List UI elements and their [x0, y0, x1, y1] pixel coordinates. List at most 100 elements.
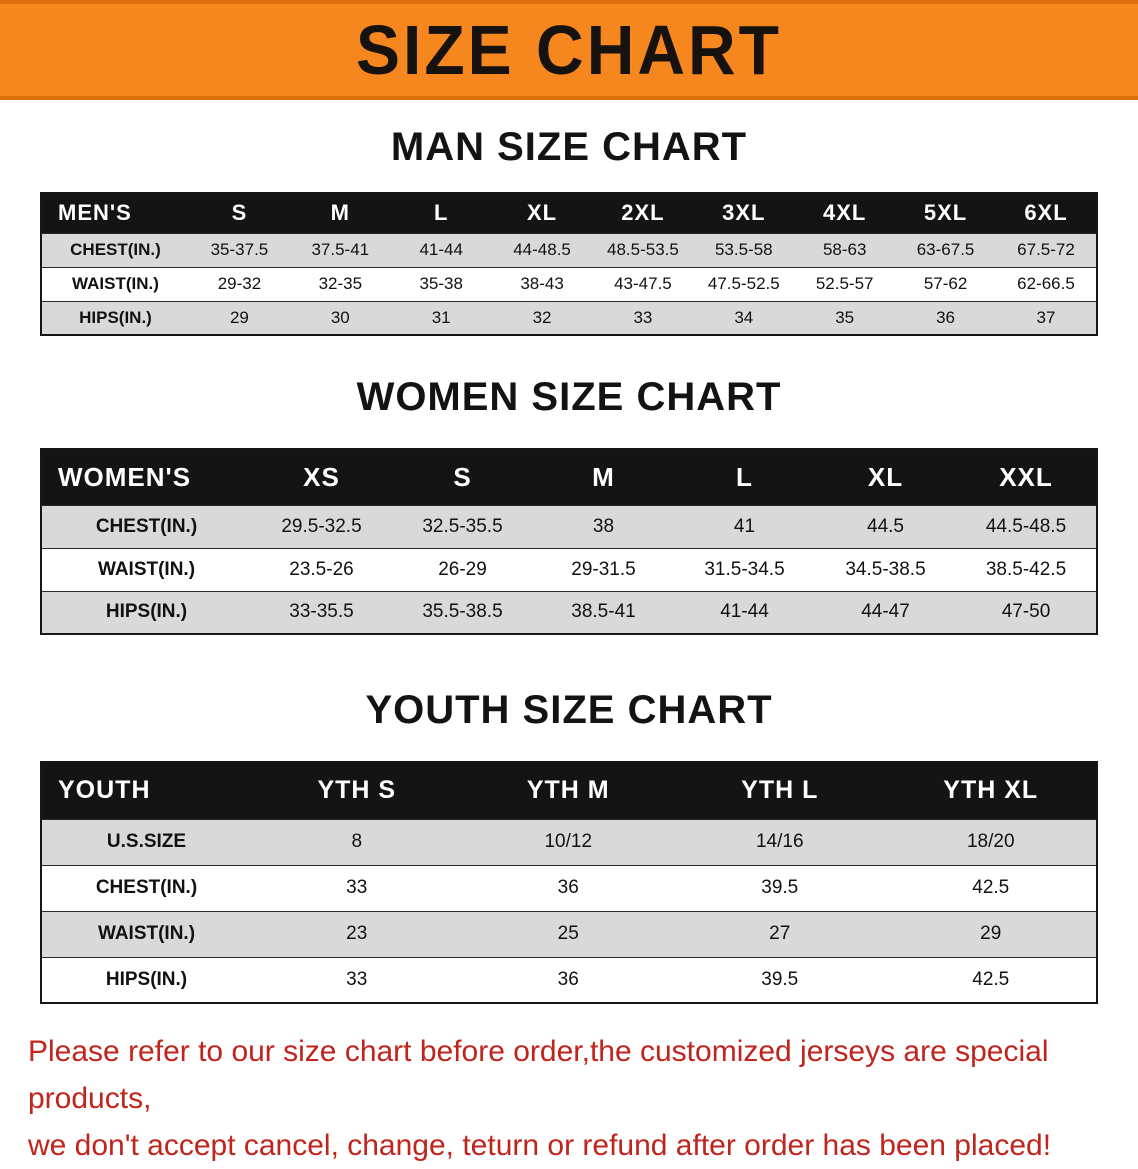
- women-cell-2-6: 47-50: [956, 590, 1097, 634]
- men-cell-2-5: 33: [592, 300, 694, 335]
- youth-row-0: U.S.SIZE 8 10/12 14/16 18/20: [41, 818, 1097, 865]
- women-cell-2-3: 38.5-41: [533, 590, 674, 634]
- women-cell-2-1: 33-35.5: [251, 590, 392, 634]
- youth-size-table: YOUTH YTH S YTH M YTH L YTH XL U.S.SIZE 8 10/12…: [40, 761, 1098, 1004]
- man-size-chart-heading: MAN SIZE CHART: [390, 125, 748, 169]
- women-header-row: WOMEN'S XS S M L XL XXL: [41, 449, 1097, 505]
- women-cell-1-6: 38.5-42.5: [956, 547, 1097, 591]
- women-cell-0-4: 41: [674, 504, 815, 548]
- women-header-cell-5: XL: [815, 449, 956, 505]
- women-size-table: WOMEN'S XS S M L XL XXL CHEST(IN.) 29.5-32.5 32.5…: [40, 448, 1098, 635]
- youth-cell-0-4: 18/20: [885, 818, 1097, 865]
- youth-size-chart-heading: YOUTH SIZE CHART: [365, 688, 773, 732]
- men-row-1: WAIST(IN.) 29-32 32-35 35-38 38-43 43-47.5 47.…: [41, 266, 1097, 301]
- women-cell-0-1: 29.5-32.5: [251, 504, 392, 548]
- youth-cell-0-1: 8: [251, 818, 463, 865]
- youth-row-label-2: WAIST(IN.): [41, 910, 251, 957]
- men-cell-2-3: 31: [390, 300, 492, 335]
- women-row-1: WAIST(IN.) 23.5-26 26-29 29-31.5 31.5-34.5 34…: [41, 547, 1097, 591]
- women-header-cell-4: L: [674, 449, 815, 505]
- youth-cell-3-2: 36: [462, 956, 674, 1003]
- women-cell-1-5: 34.5-38.5: [815, 547, 956, 591]
- men-cell-2-9: 37: [996, 300, 1097, 335]
- youth-cell-2-2: 25: [462, 910, 674, 957]
- youth-cell-0-2: 10/12: [462, 818, 674, 865]
- youth-cell-1-4: 42.5: [885, 864, 1097, 911]
- women-header-cell-2: S: [392, 449, 533, 505]
- women-cell-2-5: 44-47: [815, 590, 956, 634]
- men-cell-1-8: 57-62: [895, 266, 996, 301]
- youth-header-cell-4: YTH XL: [885, 762, 1097, 819]
- men-cell-1-5: 43-47.5: [592, 266, 694, 301]
- youth-cell-3-1: 33: [251, 956, 463, 1003]
- women-row-2: HIPS(IN.) 33-35.5 35.5-38.5 38.5-41 41-44 44-…: [41, 590, 1097, 634]
- men-row-label-0: CHEST(IN.): [41, 232, 189, 267]
- men-header-cell-4: XL: [491, 193, 593, 233]
- men-cell-1-6: 47.5-52.5: [693, 266, 795, 301]
- men-cell-0-2: 37.5-41: [289, 232, 391, 267]
- youth-cell-2-1: 23: [251, 910, 463, 957]
- women-cell-0-5: 44.5: [815, 504, 956, 548]
- youth-header-cell-1: YTH S: [251, 762, 463, 819]
- men-cell-2-2: 30: [289, 300, 391, 335]
- women-header-cell-0: WOMEN'S: [41, 449, 251, 505]
- men-cell-1-7: 52.5-57: [794, 266, 896, 301]
- men-cell-0-7: 58-63: [794, 232, 896, 267]
- youth-row-1: CHEST(IN.) 33 36 39.5 42.5: [41, 864, 1097, 911]
- size-note-line-2: we don't accept cancel, change, teturn o…: [28, 1129, 1052, 1162]
- size-chart-banner: SIZE CHART: [0, 0, 1138, 100]
- women-cell-1-1: 23.5-26: [251, 547, 392, 591]
- youth-cell-1-3: 39.5: [674, 864, 886, 911]
- men-cell-0-9: 67.5-72: [996, 232, 1097, 267]
- women-row-label-2: HIPS(IN.): [41, 590, 251, 634]
- size-note-line-1: Please refer to our size chart before or…: [28, 1035, 1049, 1115]
- youth-cell-0-3: 14/16: [674, 818, 886, 865]
- men-header-cell-0: MEN'S: [41, 193, 189, 233]
- youth-cell-1-1: 33: [251, 864, 463, 911]
- men-row-label-1: WAIST(IN.): [41, 266, 189, 301]
- men-size-table: MEN'S S M L XL 2XL 3XL 4XL 5XL 6XL CHEST(IN.) 35-37…: [40, 192, 1098, 336]
- women-cell-0-3: 38: [533, 504, 674, 548]
- men-cell-2-6: 34: [693, 300, 795, 335]
- youth-header-cell-3: YTH L: [674, 762, 886, 819]
- men-cell-2-4: 32: [491, 300, 593, 335]
- men-row-label-2: HIPS(IN.): [41, 300, 189, 335]
- men-cell-2-1: 29: [189, 300, 290, 335]
- women-row-label-1: WAIST(IN.): [41, 547, 251, 591]
- men-row-0: CHEST(IN.) 35-37.5 37.5-41 41-44 44-48.5 48.5…: [41, 232, 1097, 267]
- youth-header-cell-2: YTH M: [462, 762, 674, 819]
- youth-cell-2-4: 29: [885, 910, 1097, 957]
- youth-row-label-1: CHEST(IN.): [41, 864, 251, 911]
- men-header-cell-6: 3XL: [693, 193, 795, 233]
- women-header-cell-6: XXL: [956, 449, 1097, 505]
- youth-row-label-0: U.S.SIZE: [41, 818, 251, 865]
- men-cell-2-7: 35: [794, 300, 896, 335]
- youth-cell-2-3: 27: [674, 910, 886, 957]
- men-header-cell-3: L: [390, 193, 492, 233]
- women-cell-2-2: 35.5-38.5: [392, 590, 533, 634]
- youth-row-2: WAIST(IN.) 23 25 27 29: [41, 910, 1097, 957]
- youth-header-cell-0: YOUTH: [41, 762, 251, 819]
- women-cell-0-6: 44.5-48.5: [956, 504, 1097, 548]
- men-cell-0-5: 48.5-53.5: [592, 232, 694, 267]
- women-header-cell-1: XS: [251, 449, 392, 505]
- women-size-chart-heading: WOMEN SIZE CHART: [356, 375, 782, 419]
- men-cell-1-1: 29-32: [189, 266, 290, 301]
- men-cell-1-9: 62-66.5: [996, 266, 1097, 301]
- men-cell-1-4: 38-43: [491, 266, 593, 301]
- women-cell-1-4: 31.5-34.5: [674, 547, 815, 591]
- women-header-cell-3: M: [533, 449, 674, 505]
- men-header-cell-9: 6XL: [996, 193, 1097, 233]
- men-header-cell-1: S: [189, 193, 290, 233]
- men-header-cell-8: 5XL: [895, 193, 996, 233]
- women-row-0: CHEST(IN.) 29.5-32.5 32.5-35.5 38 41 44.5 44.5…: [41, 504, 1097, 548]
- men-cell-2-8: 36: [895, 300, 996, 335]
- men-cell-0-3: 41-44: [390, 232, 492, 267]
- men-row-2: HIPS(IN.) 29 30 31 32 33 34 35 36 37: [41, 300, 1097, 335]
- youth-cell-3-4: 42.5: [885, 956, 1097, 1003]
- youth-cell-1-2: 36: [462, 864, 674, 911]
- men-cell-0-8: 63-67.5: [895, 232, 996, 267]
- women-row-label-0: CHEST(IN.): [41, 504, 251, 548]
- men-header-cell-7: 4XL: [794, 193, 896, 233]
- men-header-cell-2: M: [289, 193, 391, 233]
